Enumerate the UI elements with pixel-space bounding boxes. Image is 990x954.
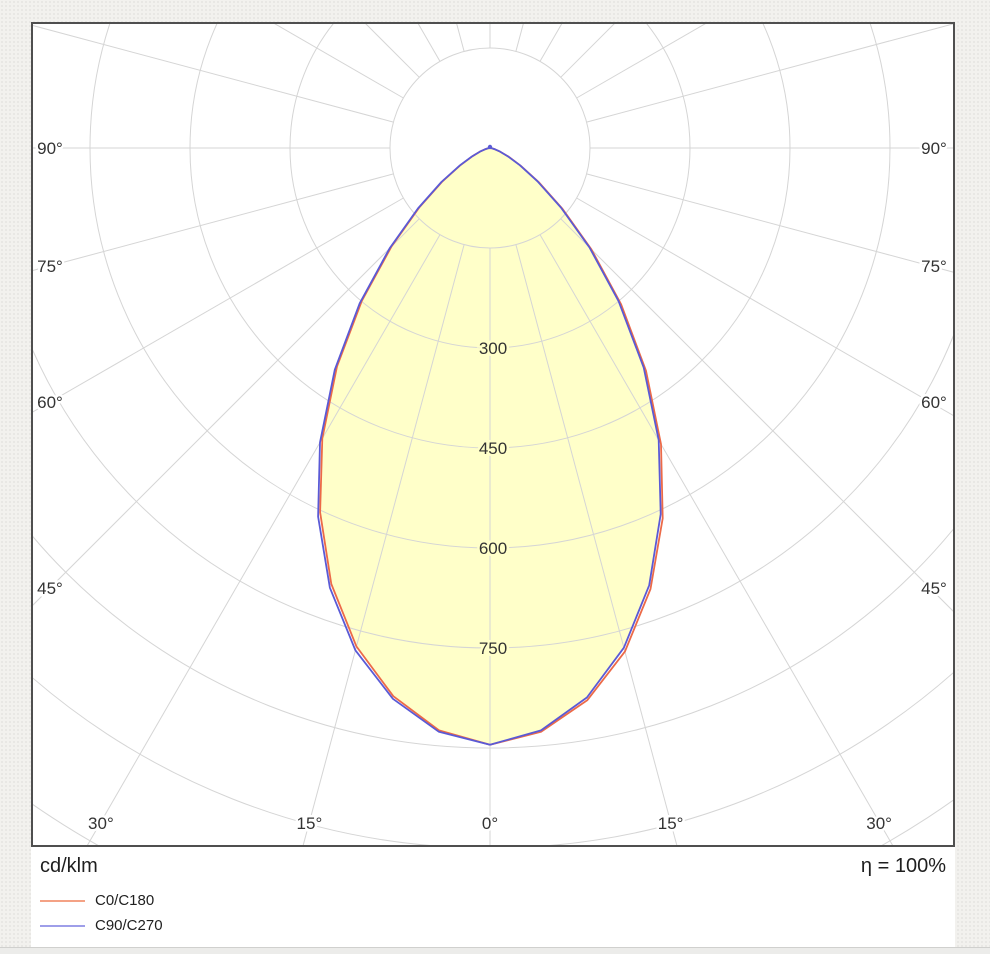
info-bar: cd/klm η = 100%: [31, 847, 955, 878]
angle-label-left-75: 75°: [37, 257, 63, 276]
angle-label-left-45: 45°: [37, 579, 63, 598]
efficiency-label: η = 100%: [860, 855, 946, 877]
radial-tick-label: 300: [479, 339, 507, 358]
legend: C0/C180 C90/C270: [31, 888, 955, 938]
legend-label-c0-c180: C0/C180: [95, 892, 155, 909]
legend-swatch-c0-c180: [40, 899, 85, 902]
angle-gridline: [560, 218, 953, 612]
angle-label-bottom-15: 15°: [658, 814, 684, 833]
angle-gridline: [365, 24, 420, 78]
angle-gridline: [576, 24, 706, 99]
units-label: cd/klm: [40, 855, 98, 877]
angle-gridline: [586, 173, 953, 273]
angle-gridline: [33, 25, 394, 123]
angle-label-left-60: 60°: [37, 393, 63, 412]
angle-label-bottom-30: 30°: [88, 814, 114, 833]
legend-item-c90-c270: C90/C270: [40, 913, 955, 938]
angle-gridline: [539, 234, 894, 845]
angle-label-right-45: 45°: [921, 579, 947, 598]
polar-plot-frame: 300 450 600 750 90° 75° 60° 45° 90° 75° 60° 45° 30° 1…: [31, 22, 955, 847]
angle-gridline: [456, 24, 465, 52]
angle-gridline: [274, 24, 404, 99]
angle-gridline: [515, 24, 524, 52]
polar-chart: 300 450 600 750 90° 75° 60° 45° 90° 75° 60° 45° 30° 1…: [33, 24, 953, 845]
angle-gridline: [515, 244, 678, 845]
legend-item-c0-c180: C0/C180: [40, 888, 955, 913]
angle-gridline: [417, 24, 441, 62]
beam-tip-marker: [487, 144, 493, 150]
chart-footer: cd/klm η = 100% C0/C180 C90/C270: [31, 847, 955, 947]
angle-label-right-90: 90°: [921, 139, 947, 158]
radial-tick-label: 450: [479, 439, 507, 458]
radial-tick-label: 600: [479, 539, 507, 558]
angle-label-left-90: 90°: [37, 139, 63, 158]
angle-gridline: [539, 24, 563, 62]
chart-panel: 300 450 600 750 90° 75° 60° 45° 90° 75° 60° 45° 30° 1…: [31, 22, 955, 947]
angle-gridline: [86, 234, 441, 845]
angle-gridline: [33, 197, 404, 413]
angle-gridline: [302, 244, 465, 845]
legend-swatch-c90-c270: [40, 924, 85, 927]
angle-gridline: [560, 24, 615, 78]
angle-gridline: [33, 173, 394, 271]
angle-label-bottom-30: 30°: [866, 814, 892, 833]
angle-gridline: [586, 24, 953, 123]
angle-gridline: [33, 218, 420, 606]
angle-gridline: [576, 197, 953, 416]
legend-label-c90-c270: C90/C270: [95, 917, 163, 934]
angle-label-right-60: 60°: [921, 393, 947, 412]
angle-label-bottom-15: 15°: [297, 814, 323, 833]
angle-label-right-75: 75°: [921, 257, 947, 276]
angle-label-bottom-0: 0°: [482, 814, 498, 833]
series-curve-c90-c270: [317, 147, 662, 746]
radial-tick-label: 750: [479, 639, 507, 658]
page-bottom-strip: [0, 947, 990, 954]
